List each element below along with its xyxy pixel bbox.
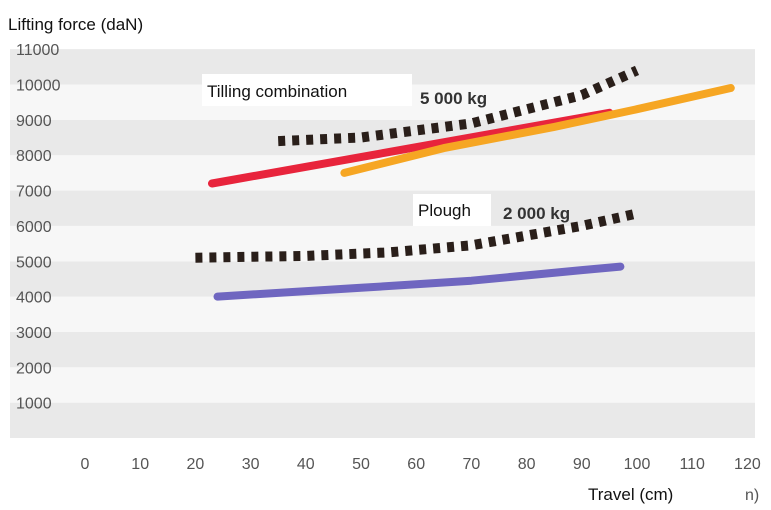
series-line-5	[195, 208, 639, 263]
x-tick-label: 40	[297, 456, 315, 473]
grid-band	[10, 367, 755, 403]
tilling-label-box	[202, 74, 412, 106]
x-tick-label: 60	[407, 456, 425, 473]
x-tick-labels: 0 10 20 30 40 50 60 70 80 90 100 110 120	[81, 456, 761, 473]
grid-band	[10, 261, 755, 297]
series-line-1	[208, 108, 614, 188]
y-tick-label: 4000	[16, 290, 52, 307]
plough-weight-label: 2 000 kg	[503, 204, 570, 223]
x-tick-label: 50	[352, 456, 370, 473]
tilling-weight-label: 5 000 kg	[420, 89, 487, 108]
series-layer	[195, 65, 735, 301]
x-tick-label: 120	[734, 456, 761, 473]
x-axis-label: Travel (cm)	[588, 485, 673, 504]
y-tick-label: 5000	[16, 254, 52, 271]
y-tick-label: 7000	[16, 184, 52, 201]
plough-label: Plough	[418, 201, 471, 220]
y-tick-label: 11000	[16, 42, 59, 59]
series-line-2	[340, 84, 735, 177]
x-tick-label: 10	[131, 456, 149, 473]
y-tick-label: 3000	[16, 325, 52, 342]
grid-band	[10, 402, 755, 438]
grid-band	[10, 190, 755, 226]
x-unit-fragment: n)	[745, 487, 759, 504]
y-tick-label: 1000	[16, 396, 52, 413]
y-tick-label: 6000	[16, 219, 52, 236]
y-tick-label: 2000	[16, 360, 52, 377]
x-tick-label: 90	[573, 456, 591, 473]
y-tick-label: 10000	[16, 78, 61, 95]
x-tick-label: 30	[242, 456, 260, 473]
series-line-4	[213, 262, 625, 301]
y-tick-label: 9000	[16, 113, 52, 130]
x-tick-label: 70	[463, 456, 481, 473]
x-tick-label: 80	[518, 456, 536, 473]
plough-label-box	[413, 194, 491, 226]
y-tick-label: 8000	[16, 148, 52, 165]
tilling-combination-label: Tilling combination	[207, 82, 347, 101]
grid-band	[10, 331, 755, 368]
x-tick-label: 100	[624, 456, 651, 473]
series-line-3	[277, 65, 640, 147]
grid-bands	[10, 49, 755, 438]
y-tick-labels: 1000 2000 3000 4000 5000 6000 7000 8000 9000 1000…	[16, 42, 61, 413]
x-tick-label: 110	[679, 456, 705, 473]
x-tick-label: 0	[81, 456, 90, 473]
grid-band	[10, 296, 755, 332]
y-axis-label: Lifting force (daN)	[8, 15, 143, 34]
x-tick-label: 20	[187, 456, 205, 473]
